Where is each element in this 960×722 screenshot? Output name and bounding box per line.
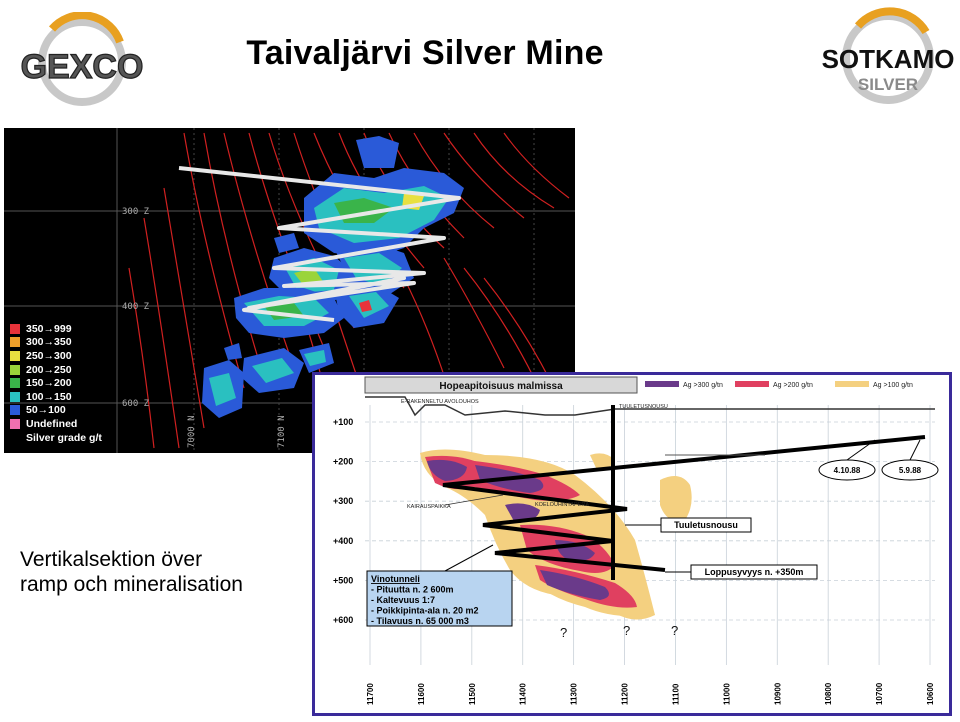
- x-axis-label: 10900: [773, 682, 782, 705]
- tuuletusnousu-callout-text: Tuuletusnousu: [674, 520, 738, 530]
- sotkamo-silver-logo: SOTKAMO SILVER: [822, 6, 954, 106]
- legend-label: 50→100: [26, 404, 66, 417]
- easting-label-1: 7000 N: [187, 415, 197, 448]
- label-koelouhintapera: KOELOUHINTAPERÄ: [535, 501, 589, 508]
- section-header-box: [364, 376, 638, 394]
- loppusyvyys-callout-text: Loppusyvyys n. +350m: [705, 567, 804, 577]
- x-axis-label: 11000: [722, 683, 731, 705]
- legend-label: 100→150: [26, 390, 72, 403]
- y-axis-label: +300: [333, 496, 353, 506]
- legend-row: 100→150: [4, 390, 122, 404]
- x-axis-label: 11400: [519, 683, 528, 705]
- y-axis-label: +600: [333, 615, 353, 625]
- legend-swatch: [10, 378, 20, 389]
- ramp-info-line: - Poikkipinta-ala n. 20 m2: [371, 606, 479, 616]
- subtitle-line-2: ramp och mineralisation: [20, 573, 243, 596]
- legend-label: Undefined: [26, 417, 78, 430]
- depth-label-300: 300 Z: [122, 207, 150, 217]
- x-axis-label: 11600: [417, 683, 426, 705]
- ramp-info-line: - Tilavuus n. 65 000 m3: [371, 616, 469, 626]
- silver-logo-text: SILVER: [858, 75, 918, 94]
- gexco-logo: GEXCO: [2, 11, 162, 107]
- x-axis-label: 10600: [926, 682, 935, 705]
- bottom-legend-swatch: [645, 381, 679, 387]
- y-axis-label: +100: [333, 417, 353, 427]
- legend-swatch: [10, 391, 20, 402]
- legend-label: 300→350: [26, 336, 72, 349]
- legend-label: 250→300: [26, 349, 72, 362]
- bottom-legend-swatch: [735, 381, 769, 387]
- question-mark-3: ?: [671, 623, 678, 638]
- legend-swatch: [10, 323, 20, 334]
- legend-swatch: [10, 364, 20, 375]
- legend-row: 200→250: [4, 363, 122, 377]
- sotkamo-logo-text: SOTKAMO: [822, 44, 954, 74]
- gexco-logo-text: GEXCO: [21, 48, 144, 86]
- easting-label-2: 7100 N: [277, 415, 287, 448]
- x-axis-label: 11500: [468, 683, 477, 705]
- legend-swatch: [10, 418, 20, 429]
- label-tuuletusnousu-small: TUULETUSNOUSU: [619, 404, 668, 410]
- x-axis-label: 11100: [671, 683, 680, 705]
- x-axis-label: 10800: [824, 682, 833, 705]
- section-drawing-frame: Hopeapitoisuus malmissa Ag >300 g/tn Ag >…: [312, 372, 952, 716]
- ramp-info-line: Vinotunneli: [371, 574, 420, 584]
- page-title: Taivaljärvi Silver Mine: [246, 34, 604, 72]
- date-callout-2-text: 5.9.88: [899, 466, 922, 475]
- legend-label: 150→200: [26, 377, 72, 390]
- bottom-legend-swatch: [835, 381, 869, 387]
- y-axis-label: +200: [333, 457, 353, 467]
- slide-subtitle: Vertikalsektion över ramp och mineralisa…: [20, 547, 243, 597]
- subtitle-line-1: Vertikalsektion över: [20, 548, 203, 571]
- depth-label-600: 600 Z: [122, 399, 150, 409]
- legend-row: Undefined: [4, 417, 122, 431]
- depth-label-400: 400 Z: [122, 302, 150, 312]
- label-kairauspaikka: KAIRAUSPAIKKA: [407, 504, 451, 510]
- legend-row: 250→300: [4, 349, 122, 363]
- legend-label: 200→250: [26, 363, 72, 376]
- y-axis-label: +500: [333, 575, 353, 585]
- legend-swatch: [10, 337, 20, 348]
- ramp-info-box: [366, 570, 513, 627]
- legend-swatch: [10, 350, 20, 361]
- question-mark-2: ?: [623, 623, 630, 638]
- bottom-legend-label: Ag >100 g/tn: [873, 382, 913, 389]
- legend-swatch: [10, 405, 20, 416]
- question-mark-1: ?: [560, 625, 567, 640]
- legend-label: 350→999: [26, 322, 72, 335]
- section-header-text: Hopeapitoisuus malmissa: [439, 381, 563, 392]
- bottom-legend-label: Ag >200 g/tn: [773, 382, 813, 389]
- x-axis-label: 10700: [875, 682, 884, 705]
- y-axis-label: +400: [333, 536, 353, 546]
- legend-row: 300→350: [4, 336, 122, 350]
- legend-row: 50→100: [4, 404, 122, 418]
- legend-title: Silver grade g/t: [26, 431, 102, 444]
- x-axis-label: 11200: [621, 683, 630, 705]
- x-axis-label: 11300: [570, 683, 579, 705]
- x-axis-label: 11700: [366, 683, 375, 705]
- ramp-info-line: - Kaltevuus 1:7: [371, 595, 435, 605]
- label-avolouhos: E-RAKENNELTU AVOLOUHOS: [401, 399, 479, 405]
- legend-row: 150→200: [4, 376, 122, 390]
- ramp-info-line: - Pituutta n. 2 600m: [371, 585, 454, 595]
- silver-grade-legend: 350→999 300→350 250→300 200→250 150→200 100→1…: [4, 322, 122, 444]
- bottom-legend-label: Ag >300 g/tn: [683, 382, 723, 389]
- date-callout-1-text: 4.10.88: [834, 466, 861, 475]
- legend-row: 350→999: [4, 322, 122, 336]
